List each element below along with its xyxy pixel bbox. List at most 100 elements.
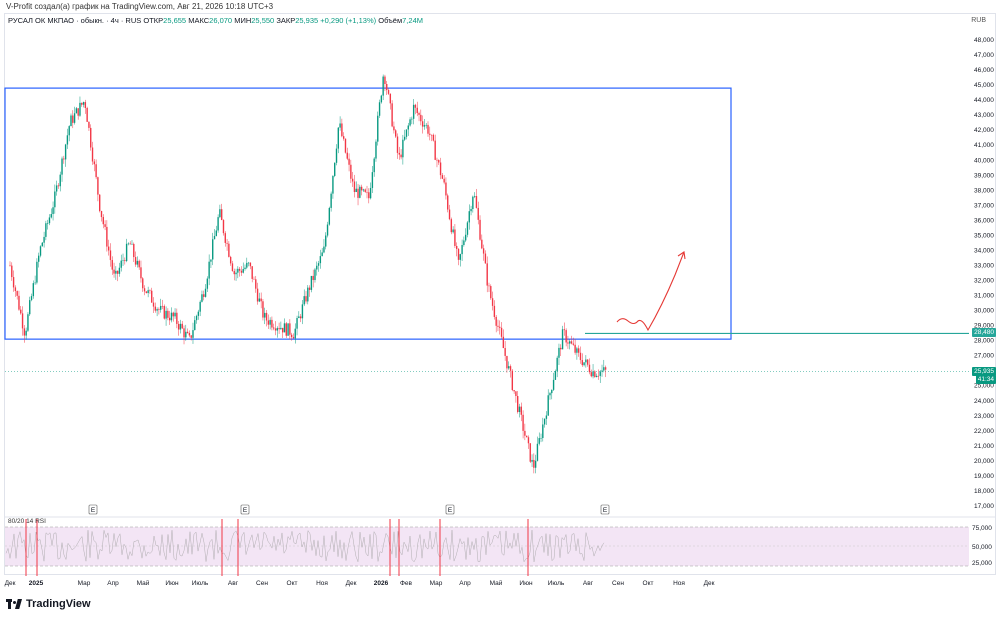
symbol-name[interactable]: РУСАЛ ОК МКПАО · обыкн. · 4ч · RUS (8, 16, 142, 25)
rsi-band (5, 527, 969, 566)
candle-body (586, 359, 589, 365)
candle-body (454, 229, 456, 246)
candle-body (122, 260, 124, 261)
candle-body (29, 300, 31, 315)
candle-body (416, 107, 418, 113)
x-tick-label: Дек (5, 580, 16, 587)
projection-arrow[interactable] (616, 251, 685, 332)
candle-body (400, 154, 402, 158)
candle-body (425, 124, 427, 126)
candle-body (601, 370, 603, 372)
candle-body (61, 158, 63, 175)
candle-body (484, 253, 487, 264)
candle-body (21, 313, 24, 329)
y-tick-label: 21,000 (974, 443, 994, 450)
candle-body (213, 235, 216, 240)
range-box[interactable] (4, 87, 732, 340)
candle-body (158, 309, 160, 310)
candle-body (224, 233, 226, 243)
projection-arrowhead (677, 251, 686, 260)
candle-body (461, 245, 463, 255)
candle-body (561, 329, 564, 350)
candle-body (64, 144, 67, 160)
candle-body (255, 279, 257, 289)
candle-body (174, 312, 176, 317)
candle-body (52, 207, 54, 215)
candle-body (558, 347, 560, 358)
candle-body (181, 323, 183, 329)
tradingview-logo[interactable]: TradingView (6, 598, 91, 610)
x-tick-label: Июн (165, 580, 179, 587)
candle-body (373, 158, 375, 173)
candle-body (531, 459, 533, 462)
candle-body (325, 235, 327, 247)
candle-body (39, 246, 42, 256)
earnings-marker[interactable] (600, 504, 610, 515)
candle-body (439, 162, 442, 176)
candle-body (134, 257, 137, 265)
y-tick-label: 48,000 (974, 37, 994, 44)
y-tick-label: 33,000 (974, 262, 994, 269)
candle-body (402, 139, 404, 158)
candle-body (97, 177, 99, 195)
candle-body (321, 252, 323, 257)
candle-body (124, 260, 126, 262)
currency-label: RUB (971, 17, 986, 24)
candle-body (299, 316, 302, 319)
y-tick-label: 24,000 (974, 398, 994, 405)
candle-body (244, 267, 246, 270)
x-tick-label: Сен (612, 580, 624, 587)
candle-body (59, 174, 61, 187)
candle-body (251, 266, 253, 279)
candle-body (493, 305, 496, 317)
x-tick-label: Июль (548, 580, 565, 587)
rsi-tick-25: 25,000 (972, 560, 992, 567)
candle-body (590, 372, 592, 377)
candle-body (70, 115, 72, 127)
candle-body (481, 239, 483, 249)
candle-body (491, 298, 494, 306)
candle-body (517, 396, 519, 413)
candle-body (27, 314, 29, 331)
y-tick-label: 19,000 (974, 473, 994, 480)
candle-body (294, 328, 296, 339)
candle-body (407, 125, 409, 130)
candle-body (351, 178, 354, 182)
candle-body (464, 234, 467, 241)
candle-body (177, 323, 180, 330)
candle-body (84, 102, 87, 108)
earnings-marker[interactable] (240, 504, 250, 515)
candle-body (545, 415, 548, 419)
candle-body (50, 214, 52, 218)
y-tick-label: 27,000 (974, 353, 994, 360)
candle-body (540, 438, 542, 439)
x-tick-label: Окт (643, 580, 654, 587)
candle-body (387, 90, 390, 94)
earnings-marker[interactable] (88, 504, 98, 515)
candle-body (154, 306, 157, 311)
candle-body (355, 188, 357, 193)
rsi-indicator-label[interactable]: 80/20 14 RSI (8, 518, 46, 525)
candle-body (228, 243, 230, 257)
volume-label: Объём (378, 16, 403, 25)
candle-body (353, 181, 356, 193)
candle-body (513, 390, 515, 392)
earnings-marker-label: E (91, 507, 96, 514)
candle-body (307, 287, 309, 302)
candle-body (552, 379, 555, 390)
candle-body (384, 76, 386, 84)
y-tick-label: 36,000 (974, 217, 994, 224)
candle-body (542, 424, 544, 439)
candle-body (594, 371, 596, 377)
candle-body (256, 288, 259, 302)
candle-body (364, 189, 366, 192)
candle-body (104, 224, 106, 227)
candle-body (217, 217, 219, 231)
candle-body (86, 107, 88, 122)
candle-body (595, 375, 598, 377)
candle-body (579, 352, 582, 361)
candle-body (107, 246, 110, 251)
earnings-marker[interactable] (445, 504, 455, 515)
y-tick-label: 23,000 (974, 413, 994, 420)
